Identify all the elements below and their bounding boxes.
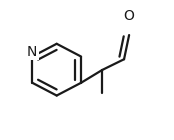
Text: O: O xyxy=(124,9,135,23)
Text: N: N xyxy=(27,45,37,59)
